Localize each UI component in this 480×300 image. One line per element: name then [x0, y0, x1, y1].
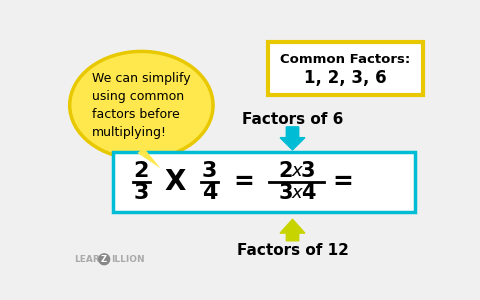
Text: Common Factors:: Common Factors: — [280, 52, 410, 66]
Text: 1, 2, 3, 6: 1, 2, 3, 6 — [304, 69, 386, 87]
Text: LEARN: LEARN — [74, 255, 108, 264]
Text: 3: 3 — [301, 161, 315, 181]
Text: =: = — [233, 170, 254, 194]
Circle shape — [99, 254, 109, 265]
Polygon shape — [137, 148, 161, 168]
Text: We can simplify
using common
factors before
multiplying!: We can simplify using common factors bef… — [92, 72, 191, 139]
Polygon shape — [280, 219, 305, 241]
Text: X: X — [164, 168, 185, 196]
Polygon shape — [133, 150, 165, 171]
FancyBboxPatch shape — [113, 152, 415, 212]
Text: Factors of 6: Factors of 6 — [242, 112, 343, 127]
Text: ILLION: ILLION — [111, 255, 145, 264]
FancyBboxPatch shape — [268, 42, 423, 94]
Text: 2: 2 — [278, 161, 293, 181]
Polygon shape — [280, 127, 305, 150]
Text: 3: 3 — [134, 183, 149, 203]
Text: x: x — [291, 162, 302, 180]
Text: 4: 4 — [301, 183, 315, 203]
Text: =: = — [333, 170, 353, 194]
Text: 2: 2 — [134, 161, 149, 181]
Text: Z: Z — [101, 255, 107, 264]
Ellipse shape — [70, 51, 213, 159]
Text: x: x — [291, 184, 302, 202]
Text: 3: 3 — [202, 161, 217, 181]
Text: 3: 3 — [278, 183, 293, 203]
Text: Factors of 12: Factors of 12 — [237, 243, 348, 258]
Text: 4: 4 — [202, 183, 217, 203]
